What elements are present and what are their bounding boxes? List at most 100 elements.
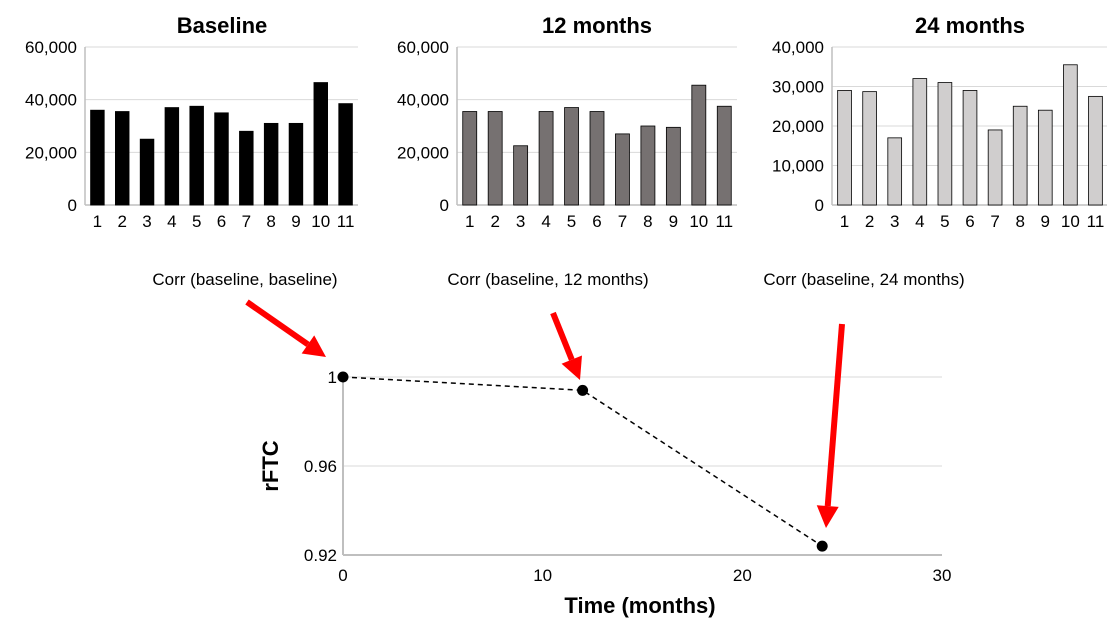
x-tick-label: 6 — [592, 212, 601, 231]
x-tick-label: 5 — [192, 212, 201, 231]
y-axis-label: rFTC — [258, 440, 283, 491]
y-tick-label: 20,000 — [772, 117, 824, 136]
x-tick-label: 10 — [1061, 212, 1080, 231]
bar — [887, 137, 903, 206]
bar — [115, 111, 130, 206]
bar — [189, 105, 204, 206]
chart-title: 24 months — [915, 13, 1025, 38]
x-axis-label: Time (months) — [564, 593, 715, 618]
bar — [239, 130, 254, 206]
y-tick-label: 60,000 — [397, 38, 449, 57]
arrow-head — [301, 335, 326, 357]
x-tick-label: 7 — [990, 212, 999, 231]
bar — [937, 82, 953, 206]
x-tick-label: 6 — [965, 212, 974, 231]
x-tick-label: 8 — [643, 212, 652, 231]
x-tick-label: 1 — [840, 212, 849, 231]
x-tick-label: 9 — [1041, 212, 1050, 231]
x-tick-label: 10 — [533, 566, 552, 585]
y-tick-label: 0 — [440, 196, 449, 215]
x-tick-label: 11 — [1087, 212, 1105, 231]
x-tick-label: 10 — [689, 212, 708, 231]
bar — [1037, 109, 1053, 206]
x-tick-label: 5 — [567, 212, 576, 231]
bar — [288, 122, 304, 206]
red-arrow — [816, 323, 845, 528]
bar-chart-3: 24 months 0 10,000 20,000 30,000 40,000 1 2 3 4 5 6… — [772, 13, 1107, 231]
x-tick-label: 8 — [266, 212, 275, 231]
x-tick-label: 11 — [337, 212, 355, 231]
bar-chart-1: Baseline 0 20,000 40,000 60,000 1 2 3 4 5 6 7 8 9 10 11 — [25, 13, 358, 231]
x-tick-label: 1 — [465, 212, 474, 231]
x-tick-label: 1 — [93, 212, 102, 231]
bar — [1012, 105, 1028, 206]
y-tick-label: 40,000 — [25, 91, 77, 110]
bar — [462, 111, 478, 206]
y-tick-label: 1 — [328, 368, 337, 387]
x-tick-label: 20 — [733, 566, 752, 585]
bar — [338, 103, 353, 206]
arrow-shaft — [550, 311, 575, 361]
bar — [615, 133, 630, 206]
x-tick-label: 7 — [618, 212, 627, 231]
arrow-shaft — [245, 299, 310, 347]
bar — [487, 111, 503, 206]
x-tick-label: 2 — [490, 212, 499, 231]
x-tick-label: 7 — [242, 212, 251, 231]
annotation-label: Corr (baseline, baseline) — [152, 270, 337, 289]
bar — [513, 145, 529, 206]
arrow-shaft — [824, 323, 845, 507]
bar — [263, 122, 279, 206]
chart-title: 12 months — [542, 13, 652, 38]
bar — [640, 125, 656, 206]
x-tick-label: 3 — [142, 212, 151, 231]
bar — [1088, 95, 1103, 206]
x-tick-label: 6 — [217, 212, 226, 231]
series-line — [342, 376, 823, 547]
annotation-label: Corr (baseline, 24 months) — [763, 270, 964, 289]
bar — [716, 105, 732, 206]
x-tick-label: 3 — [516, 212, 525, 231]
x-tick-label: 4 — [167, 212, 176, 231]
bar — [837, 90, 852, 206]
bar — [313, 82, 328, 206]
x-tick-label: 8 — [1015, 212, 1024, 231]
bar — [214, 112, 229, 206]
red-arrow — [245, 299, 326, 357]
x-tick-label: 30 — [933, 566, 952, 585]
arrow-head — [561, 355, 582, 380]
y-tick-label: 40,000 — [772, 38, 824, 57]
data-point — [337, 371, 349, 383]
bar — [962, 90, 978, 206]
bar — [862, 91, 877, 206]
x-tick-label: 4 — [541, 212, 550, 231]
bar — [90, 109, 105, 206]
bar — [139, 138, 155, 206]
x-tick-label: 2 — [865, 212, 874, 231]
y-tick-label: 0 — [68, 196, 77, 215]
y-tick-label: 0.92 — [304, 546, 337, 565]
y-tick-label: 30,000 — [772, 78, 824, 97]
y-tick-label: 60,000 — [25, 38, 77, 57]
x-tick-label: 3 — [890, 212, 899, 231]
bar — [164, 107, 180, 206]
x-tick-label: 4 — [915, 212, 924, 231]
bar — [538, 111, 554, 206]
bar — [987, 129, 1003, 206]
y-tick-label: 20,000 — [397, 143, 449, 162]
bar — [691, 84, 707, 206]
x-tick-label: 11 — [715, 212, 733, 231]
bar — [665, 126, 681, 206]
data-point — [816, 540, 828, 552]
bar — [1063, 64, 1078, 206]
red-arrow — [550, 311, 582, 380]
bar — [564, 107, 579, 206]
bar — [589, 111, 605, 206]
y-tick-label: 20,000 — [25, 143, 77, 162]
x-tick-label: 5 — [940, 212, 949, 231]
x-tick-label: 9 — [669, 212, 678, 231]
bar-chart-2: 12 months 0 20,000 40,000 60,000 1 2 3 4 5 6 7 8 9 10 1… — [397, 13, 737, 231]
